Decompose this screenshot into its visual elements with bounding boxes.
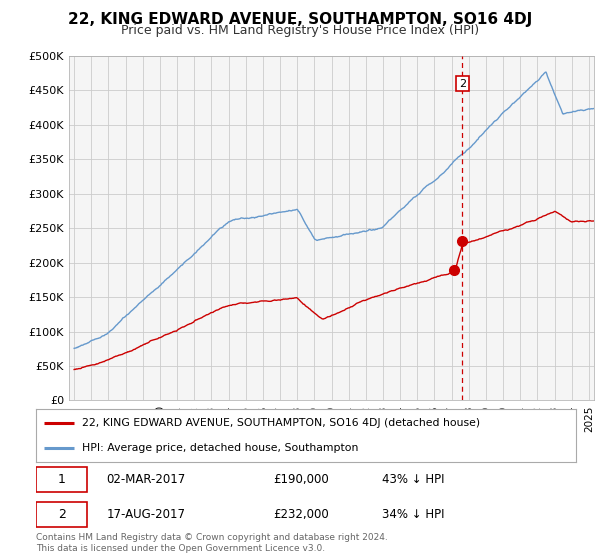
Text: 22, KING EDWARD AVENUE, SOUTHAMPTON, SO16 4DJ (detached house): 22, KING EDWARD AVENUE, SOUTHAMPTON, SO1… xyxy=(82,418,480,428)
Text: 22, KING EDWARD AVENUE, SOUTHAMPTON, SO16 4DJ: 22, KING EDWARD AVENUE, SOUTHAMPTON, SO1… xyxy=(68,12,532,27)
Text: 17-AUG-2017: 17-AUG-2017 xyxy=(106,508,185,521)
FancyBboxPatch shape xyxy=(36,468,88,492)
Text: 34% ↓ HPI: 34% ↓ HPI xyxy=(382,508,444,521)
Text: 2: 2 xyxy=(459,78,466,88)
Text: Price paid vs. HM Land Registry's House Price Index (HPI): Price paid vs. HM Land Registry's House … xyxy=(121,24,479,36)
Text: 2: 2 xyxy=(58,508,65,521)
Text: £190,000: £190,000 xyxy=(274,473,329,486)
Text: 43% ↓ HPI: 43% ↓ HPI xyxy=(382,473,444,486)
Text: £232,000: £232,000 xyxy=(274,508,329,521)
Text: HPI: Average price, detached house, Southampton: HPI: Average price, detached house, Sout… xyxy=(82,442,358,452)
Text: 1: 1 xyxy=(58,473,65,486)
Text: Contains HM Land Registry data © Crown copyright and database right 2024.
This d: Contains HM Land Registry data © Crown c… xyxy=(36,533,388,553)
FancyBboxPatch shape xyxy=(36,502,88,526)
Text: 02-MAR-2017: 02-MAR-2017 xyxy=(106,473,185,486)
